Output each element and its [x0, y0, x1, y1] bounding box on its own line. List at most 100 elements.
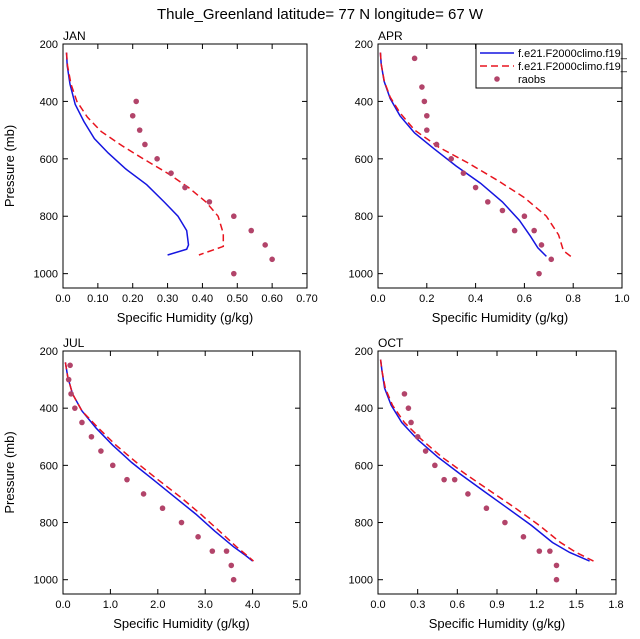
raob-point: [538, 242, 545, 248]
x-tick-label: 0.6: [450, 599, 465, 611]
y-tick-label: 200: [40, 39, 58, 51]
series-line-1: [379, 359, 590, 562]
raob-point: [68, 391, 74, 397]
y-axis-label: Pressure (mb): [2, 125, 17, 207]
legend-entry-1: f.e21.F2000climo.f19_: [480, 48, 628, 60]
raob-point: [424, 112, 430, 119]
x-tick-label: 0.0: [55, 599, 70, 611]
raob-point: [411, 55, 418, 62]
raob-point: [465, 491, 471, 497]
raob-point: [206, 199, 213, 205]
series-line-1: [64, 362, 254, 562]
y-tick-label: 800: [355, 211, 373, 223]
x-tick-label: 0.0: [55, 293, 70, 305]
raob-point: [451, 476, 458, 483]
raob-point: [67, 362, 73, 369]
y-tick-label: 1000: [349, 269, 373, 281]
raob-point: [485, 199, 491, 205]
raob-point: [432, 462, 438, 469]
raob-point: [182, 184, 188, 191]
y-tick-label: 1000: [349, 575, 373, 587]
raob-point: [502, 519, 508, 526]
raob-point: [553, 576, 560, 583]
x-tick-label: 0.20: [122, 293, 143, 305]
y-axis-label: Pressure (mb): [2, 431, 17, 513]
y-tick-label: 600: [40, 460, 58, 472]
raob-point: [65, 376, 72, 383]
raob-point: [536, 548, 543, 554]
y-tick-label: 600: [355, 154, 373, 166]
panel-apr: 0.0 0.2 0.4 0.6 0.8 1.0 200 400 600 800 1000 APR Spe…: [349, 29, 630, 325]
raob-point: [414, 433, 421, 440]
raob-point: [460, 170, 467, 176]
raob-point: [223, 548, 230, 554]
panel-title: JUL: [63, 336, 85, 350]
raob-point: [536, 270, 542, 277]
raob-point: [548, 256, 555, 263]
x-axis-label: Specific Humidity (g/kg): [429, 616, 566, 631]
y-tick-label: 1000: [34, 575, 58, 587]
series-line-2: [379, 359, 594, 562]
series-line-1: [65, 52, 190, 256]
panel-title: JAN: [63, 29, 86, 43]
x-axis-label: Specific Humidity (g/kg): [117, 310, 254, 325]
y-tick-label: 400: [355, 403, 373, 415]
y-tick-label: 800: [355, 518, 373, 530]
y-tick-label: 800: [40, 518, 58, 530]
x-tick-label: 0.2: [419, 293, 434, 305]
raob-point: [88, 433, 95, 440]
raob-point: [98, 448, 104, 454]
raob-point: [405, 405, 412, 411]
y-tick-label: 600: [40, 154, 58, 166]
raob-point: [231, 270, 237, 277]
raob-point: [472, 184, 479, 191]
raob-point: [424, 127, 430, 133]
raob-point: [547, 548, 553, 554]
y-tick-label: 400: [40, 96, 58, 108]
raob-point: [433, 141, 440, 148]
plot-frame: [62, 350, 301, 595]
raob-point: [499, 207, 506, 214]
raob-point: [124, 476, 130, 483]
y-tick-label: 1000: [34, 269, 58, 281]
raob-point: [140, 491, 147, 497]
series-line-2: [379, 52, 572, 257]
x-tick-label: 5.0: [292, 599, 307, 611]
raob-point: [129, 112, 136, 119]
raob-point: [269, 256, 275, 263]
raob-point: [178, 519, 185, 526]
raob-point: [142, 141, 148, 148]
x-tick-label: 1.0: [614, 293, 629, 305]
raob-point: [441, 476, 447, 483]
x-tick-label: 1.0: [103, 599, 118, 611]
x-tick-label: 1.2: [529, 599, 544, 611]
legend-box: [475, 43, 623, 89]
x-tick-label: 0.0: [370, 293, 385, 305]
x-tick-label: 0.3: [410, 599, 425, 611]
legend-entry-3: raobs: [494, 74, 546, 86]
raob-point: [228, 562, 235, 569]
raob-point: [133, 98, 139, 105]
legend-entry-2: f.e21.F2000climo.f19_: [480, 61, 628, 73]
y-tick-label: 800: [40, 211, 58, 223]
x-tick-label: 0.40: [192, 293, 213, 305]
raob-point: [154, 156, 160, 162]
raob-point: [168, 170, 174, 176]
series-line-2: [65, 52, 225, 256]
raob-point: [401, 391, 408, 397]
raob-point: [448, 156, 455, 162]
x-tick-label: 4.0: [245, 599, 260, 611]
y-tick-label: 600: [355, 460, 373, 472]
panel-jul: 0.0 1.0 2.0 3.0 4.0 5.0 200 400 600 800 1000 JUL Spe…: [2, 336, 308, 631]
x-tick-label: 0.4: [468, 293, 483, 305]
plot-frame: [62, 43, 308, 289]
raob-point: [511, 227, 518, 234]
raob-point: [483, 505, 490, 512]
raob-point: [262, 242, 268, 248]
legend-label: raobs: [518, 74, 546, 86]
x-tick-label: 0.30: [157, 293, 178, 305]
raob-point: [520, 534, 527, 540]
y-tick-label: 200: [355, 39, 373, 51]
raob-point: [209, 548, 216, 554]
